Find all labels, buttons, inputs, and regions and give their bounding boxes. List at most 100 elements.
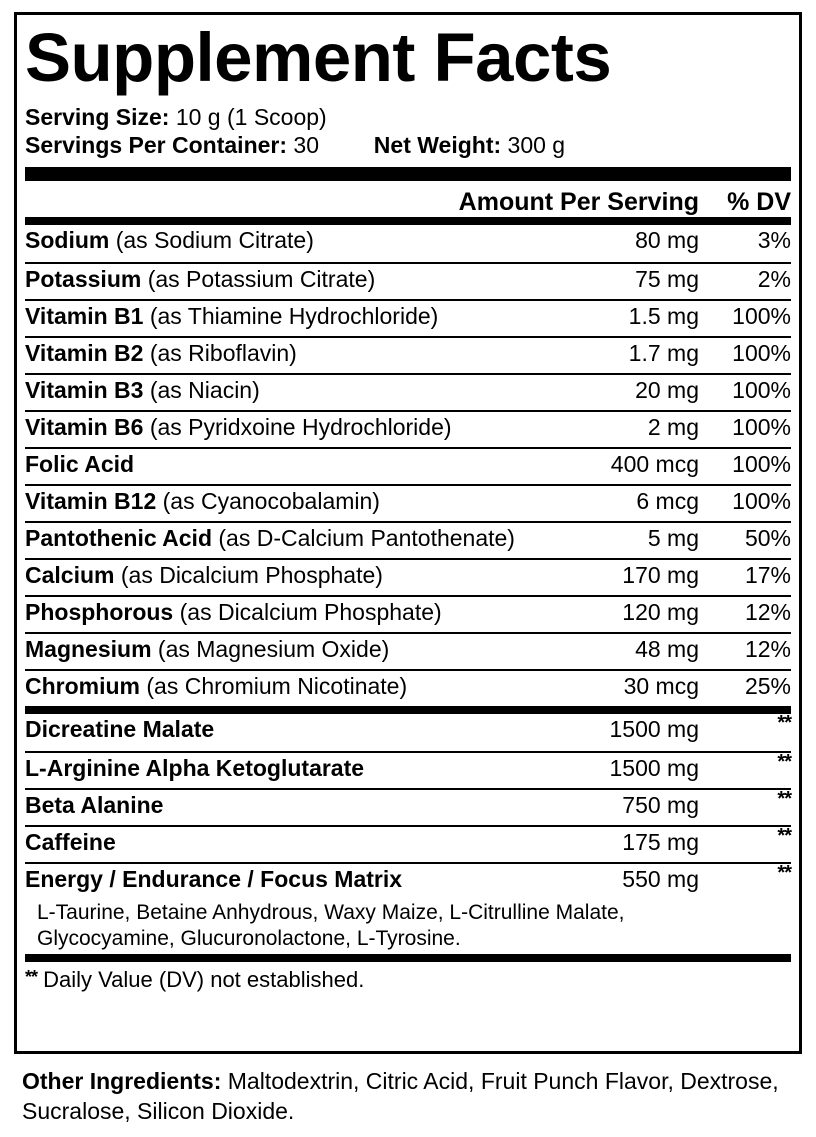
table-row: Energy / Endurance / Focus Matrix 550 mg *…	[25, 862, 792, 899]
table-row: Magnesium (as Magnesium Oxide) 48 mg 12%	[25, 632, 791, 669]
nutrient-daily-value: 50%	[744, 525, 791, 551]
divider-medium-actives	[25, 706, 791, 714]
net-weight-value: 300 g	[507, 132, 566, 158]
active-amount: 1500 mg	[609, 716, 699, 742]
servings-per-container-line: Servings Per Container: 30 Net Weight: 3…	[25, 131, 791, 159]
nutrient-name-cell: Vitamin B2 (as Riboflavin)	[25, 340, 549, 367]
nutrient-daily-value: 100%	[732, 303, 791, 329]
nutrient-name-cell: Phosphorous (as Dicalcium Phosphate)	[25, 599, 549, 626]
table-row: L-Arginine Alpha Ketoglutarate 1500 mg **	[25, 751, 792, 788]
nutrient-name: Calcium	[25, 562, 115, 588]
nutrient-daily-value: 12%	[744, 599, 791, 625]
serving-size-label: Serving Size:	[25, 104, 170, 130]
active-daily-value: **	[777, 751, 792, 773]
active-amount: 175 mg	[622, 829, 699, 855]
table-row: Caffeine 175 mg **	[25, 825, 792, 862]
divider-medium-footnote	[25, 954, 791, 962]
table-row: Vitamin B6 (as Pyridxoine Hydrochloride)…	[25, 410, 791, 447]
nutrient-daily-value: 12%	[744, 636, 791, 662]
table-column-headers: Amount Per Serving % DV	[25, 181, 791, 217]
nutrient-amount: 1.7 mg	[628, 340, 699, 366]
nutrient-amount: 6 mcg	[636, 488, 699, 514]
nutrient-name-cell: Chromium (as Chromium Nicotinate)	[25, 673, 549, 700]
divider-medium-under-headers	[25, 217, 791, 225]
nutrient-amount: 75 mg	[635, 266, 699, 292]
table-row: Dicreatine Malate 1500 mg **	[25, 712, 792, 751]
nutrient-daily-value: 17%	[744, 562, 791, 588]
nutrient-name-cell: Vitamin B6 (as Pyridxoine Hydrochloride)	[25, 414, 549, 441]
nutrient-source: (as Riboflavin)	[149, 340, 297, 366]
servings-per-container-label: Servings Per Container:	[25, 132, 288, 158]
active-name-cell: Dicreatine Malate	[25, 716, 549, 743]
active-daily-value: **	[777, 825, 792, 847]
active-name: Energy / Endurance / Focus Matrix	[25, 866, 403, 892]
nutrient-daily-value: 25%	[744, 673, 791, 699]
nutrient-source: (as D-Calcium Pantothenate)	[218, 525, 515, 551]
serving-size-line: Serving Size: 10 g (1 Scoop)	[25, 103, 791, 131]
nutrient-name: Potassium	[25, 266, 142, 292]
matrix-ingredient-list: L-Taurine, Betaine Anhydrous, Waxy Maize…	[25, 899, 791, 954]
nutrient-source: (as Sodium Citrate)	[115, 227, 314, 253]
nutrient-source: (as Potassium Citrate)	[147, 266, 376, 292]
nutrient-daily-value: 100%	[732, 340, 791, 366]
net-weight-label: Net Weight:	[373, 132, 502, 158]
nutrient-name-cell: Pantothenic Acid (as D-Calcium Pantothen…	[25, 525, 549, 552]
nutrient-name-cell: Folic Acid	[25, 451, 549, 478]
serving-information: Serving Size: 10 g (1 Scoop) Servings Pe…	[25, 103, 791, 159]
matrix-ingredient-line: L-Taurine, Betaine Anhydrous, Waxy Maize…	[37, 901, 625, 924]
column-header-dv: % DV	[727, 188, 791, 216]
nutrient-source: (as Chromium Nicotinate)	[146, 673, 408, 699]
table-row: Beta Alanine 750 mg **	[25, 788, 792, 825]
nutrient-source: (as Thiamine Hydrochloride)	[149, 303, 439, 329]
active-name-cell: Energy / Endurance / Focus Matrix	[25, 866, 549, 893]
table-row: Sodium (as Sodium Citrate) 80 mg 3%	[25, 225, 791, 262]
active-daily-value: **	[777, 788, 792, 810]
nutrient-amount: 30 mcg	[623, 673, 699, 699]
nutrient-daily-value: 100%	[732, 377, 791, 403]
table-row: Folic Acid 400 mcg 100%	[25, 447, 791, 484]
nutrient-name: Vitamin B3	[25, 377, 144, 403]
other-ingredients-label: Other Ingredients:	[22, 1068, 222, 1094]
actives-table: Dicreatine Malate 1500 mg ** L-Arginine Alp…	[25, 712, 792, 899]
nutrient-amount: 400 mcg	[610, 451, 699, 477]
nutrient-name: Pantothenic Acid	[25, 525, 212, 551]
footnote-asterisks: **	[25, 967, 38, 987]
nutrient-name: Sodium	[25, 227, 110, 253]
active-amount: 750 mg	[622, 792, 699, 818]
active-daily-value: **	[777, 712, 792, 734]
active-name: L-Arginine Alpha Ketoglutarate	[25, 755, 365, 781]
nutrient-daily-value: 2%	[757, 266, 791, 292]
nutrient-name-cell: Vitamin B12 (as Cyanocobalamin)	[25, 488, 549, 515]
column-header-amount: Amount Per Serving	[458, 188, 699, 216]
nutrient-source: (as Dicalcium Phosphate)	[179, 599, 442, 625]
servings-per-container-value: 30	[293, 132, 320, 158]
active-daily-value: **	[777, 862, 792, 884]
nutrient-daily-value: 100%	[732, 414, 791, 440]
nutrient-daily-value: 3%	[757, 227, 791, 253]
table-row: Vitamin B3 (as Niacin) 20 mg 100%	[25, 373, 791, 410]
divider-thick-top	[25, 167, 791, 181]
table-row: Phosphorous (as Dicalcium Phosphate) 120 …	[25, 595, 791, 632]
table-row: Vitamin B1 (as Thiamine Hydrochloride) 1.…	[25, 299, 791, 336]
table-row: Pantothenic Acid (as D-Calcium Pantothen…	[25, 521, 791, 558]
nutrient-name-cell: Vitamin B1 (as Thiamine Hydrochloride)	[25, 303, 549, 330]
nutrient-amount: 1.5 mg	[628, 303, 699, 329]
table-row: Calcium (as Dicalcium Phosphate) 170 mg 17…	[25, 558, 791, 595]
nutrient-amount: 120 mg	[622, 599, 699, 625]
other-ingredients-text: Maltodextrin, Citric Acid, Fruit Punch F…	[22, 1068, 779, 1124]
matrix-ingredient-line: Glycocyamine, Glucuronolactone, L-Tyrosi…	[37, 927, 461, 950]
supplement-facts-panel: Supplement Facts Serving Size: 10 g (1 S…	[14, 12, 802, 1054]
nutrient-table: Sodium (as Sodium Citrate) 80 mg 3% Potassi…	[25, 225, 791, 706]
nutrient-name-cell: Calcium (as Dicalcium Phosphate)	[25, 562, 549, 589]
nutrient-amount: 5 mg	[647, 525, 699, 551]
nutrient-source: (as Magnesium Oxide)	[157, 636, 390, 662]
nutrient-daily-value: 100%	[732, 451, 791, 477]
nutrient-source: (as Dicalcium Phosphate)	[120, 562, 383, 588]
active-name: Dicreatine Malate	[25, 716, 215, 742]
nutrient-name: Vitamin B1	[25, 303, 144, 329]
nutrient-name: Magnesium	[25, 636, 152, 662]
nutrient-source: (as Cyanocobalamin)	[162, 488, 380, 514]
nutrient-amount: 20 mg	[635, 377, 699, 403]
nutrient-name: Folic Acid	[25, 451, 135, 477]
